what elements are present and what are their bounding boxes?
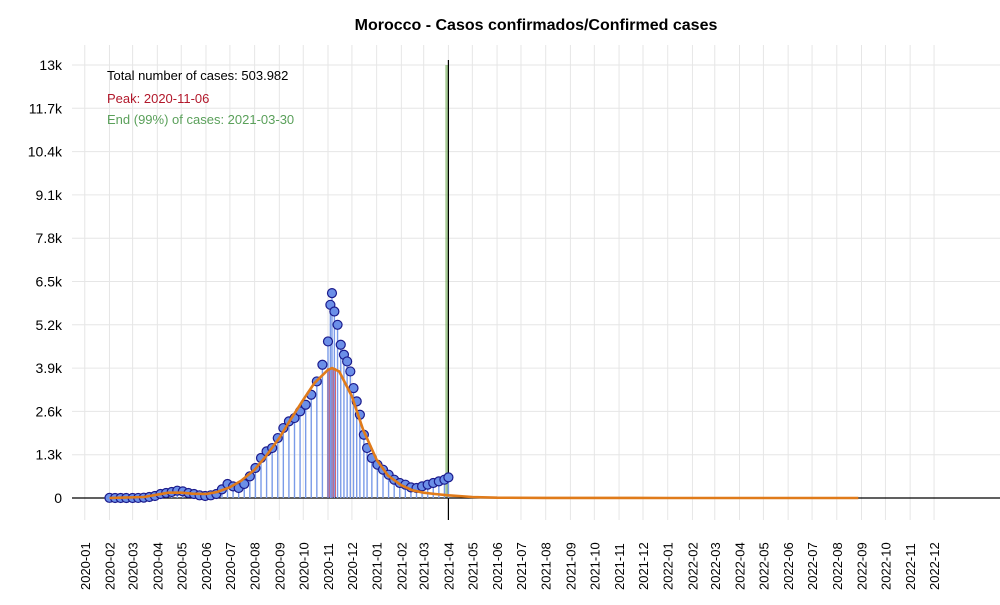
x-tick-label: 2020-04: [150, 542, 165, 590]
x-tick-label: 2022-03: [708, 542, 723, 590]
x-tick-label: 2021-07: [514, 542, 529, 590]
y-tick-label: 11.7k: [29, 100, 63, 116]
x-tick-label: 2021-01: [370, 542, 385, 590]
y-tick-label: 13k: [39, 57, 63, 73]
x-tick-label: 2022-10: [878, 542, 893, 590]
data-point: [443, 472, 454, 483]
fit-curve: [109, 366, 859, 500]
x-tick-label: 2022-05: [756, 542, 771, 590]
data-point: [317, 359, 328, 370]
y-tick-label: 10.4k: [28, 144, 63, 160]
x-tick-label: 2021-04: [441, 542, 456, 590]
x-tick-label: 2020-03: [126, 542, 141, 590]
data-point: [345, 366, 356, 377]
x-tick-label: 2022-11: [903, 543, 918, 590]
x-tick-label: 2020-10: [296, 542, 311, 590]
data-point: [329, 306, 340, 317]
x-tick-label: 2020-06: [199, 542, 214, 590]
x-tick-label: 2022-08: [830, 542, 845, 590]
data-point: [332, 319, 343, 330]
curve-layer: [109, 366, 859, 500]
x-tick-label: 2020-12: [345, 542, 360, 590]
x-tick-label: 2021-12: [636, 542, 651, 590]
x-tick-label: 2021-08: [539, 542, 554, 590]
x-tick-label: 2020-11: [321, 543, 336, 590]
x-tick-label: 2020-02: [102, 542, 117, 590]
x-tick-label: 2022-01: [661, 542, 676, 590]
y-tick-labels: 0 1.3k 2.6k 3.9k 5.2k 6.5k 7.8k 9.1k 10.4k 11.7k 1…: [28, 57, 63, 506]
x-tick-label: 2022-02: [685, 542, 700, 590]
x-tick-label: 2020-07: [223, 542, 238, 590]
x-tick-label: 2022-06: [781, 542, 796, 590]
total-cases-annotation: Total number of cases: 503.982: [107, 68, 288, 83]
y-tick-label: 6.5k: [36, 274, 63, 290]
peak-annotation: Peak: 2020-11-06: [107, 91, 209, 106]
x-tick-label: 2020-01: [78, 542, 93, 590]
x-tick-label: 2021-05: [465, 542, 480, 590]
x-tick-label: 2021-02: [394, 542, 409, 590]
x-tick-label: 2021-06: [490, 542, 505, 590]
y-tick-label: 0: [54, 490, 62, 506]
data-point: [322, 336, 334, 347]
y-tick-label: 9.1k: [36, 187, 63, 203]
data-point: [326, 288, 338, 299]
y-tick-label: 3.9k: [36, 360, 63, 376]
y-tick-label: 7.8k: [36, 230, 63, 246]
x-tick-label: 2020-09: [272, 542, 287, 590]
x-tick-label: 2022-12: [927, 542, 942, 590]
x-tick-label: 2021-03: [417, 542, 432, 590]
label-layer: Total number of cases: 503.982 Peak: 202…: [107, 68, 294, 127]
x-tick-label: 2022-04: [732, 542, 747, 590]
x-tick-label: 2021-11: [612, 543, 627, 590]
x-tick-label: 2021-10: [587, 542, 602, 590]
end-band: [445, 65, 449, 498]
x-tick-label: 2021-09: [563, 542, 578, 590]
x-tick-labels: 2020-01 2020-02 2020-03 2020-04 2020-05 2020-…: [78, 542, 942, 590]
data-point: [342, 356, 353, 367]
x-tick-label: 2022-09: [855, 542, 870, 590]
x-tick-label: 2022-07: [805, 542, 820, 590]
y-tick-label: 2.6k: [36, 403, 63, 419]
x-tick-label: 2020-08: [248, 542, 263, 590]
end-annotation: End (99%) of cases: 2021-03-30: [107, 112, 294, 127]
y-tick-label: 1.3k: [36, 447, 63, 463]
chart-title: Morocco - Casos confirmados/Confirmed ca…: [355, 17, 718, 34]
data-point: [335, 339, 346, 350]
y-tick-label: 5.2k: [36, 317, 63, 333]
x-tick-label: 2020-05: [174, 542, 189, 590]
grid-layer: [72, 45, 1000, 520]
